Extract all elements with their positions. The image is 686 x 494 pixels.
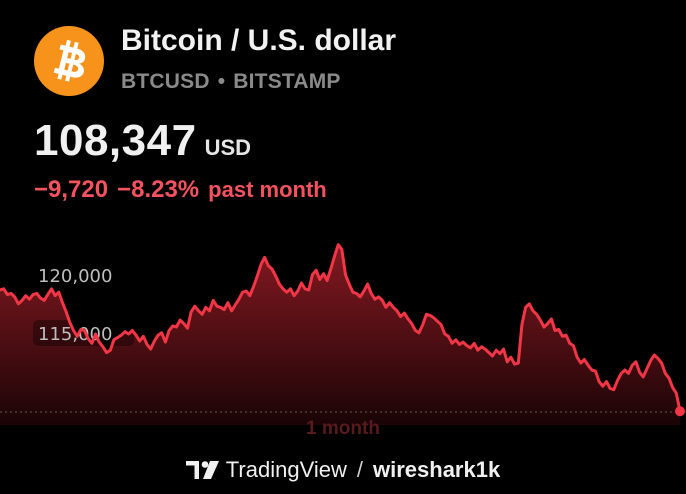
price-area-fill (0, 244, 680, 425)
change-percent: −8.23% (117, 176, 200, 203)
y-axis-label-bg (33, 262, 134, 288)
period-selector[interactable]: 1 month (306, 418, 380, 439)
footer-watermark: TradingView / wireshark1k (0, 457, 686, 483)
asset-name: Bitcoin / U.S. dollar (121, 24, 397, 57)
footer-brand: TradingView (225, 457, 347, 482)
asset-exchange: BITSTAMP (233, 70, 341, 93)
asset-ticker-line: BTCUSD • BITSTAMP (121, 70, 341, 94)
footer-username: wireshark1k (373, 457, 501, 482)
current-price: 108,347 (34, 116, 197, 165)
price-row: 108,347 USD (34, 116, 251, 166)
change-absolute: −9,720 (34, 176, 109, 203)
footer-slash: / (356, 457, 363, 482)
asset-symbol: BTCUSD (121, 70, 210, 93)
tradingview-logo-icon (185, 461, 219, 479)
price-change-row: −9,720 −8.23% past month (34, 176, 336, 204)
change-period: past month (208, 177, 327, 202)
y-axis-label-bg (33, 320, 134, 346)
bitcoin-logo-icon (34, 26, 104, 96)
y-axis-label: 120,000 (38, 266, 112, 287)
last-price-dot[interactable] (675, 406, 685, 417)
asset-header: Bitcoin / U.S. dollar BTCUSD • BITSTAMP (34, 22, 674, 102)
price-currency: USD (204, 135, 252, 160)
price-line (0, 243, 682, 413)
ticker-separator: • (217, 70, 226, 93)
